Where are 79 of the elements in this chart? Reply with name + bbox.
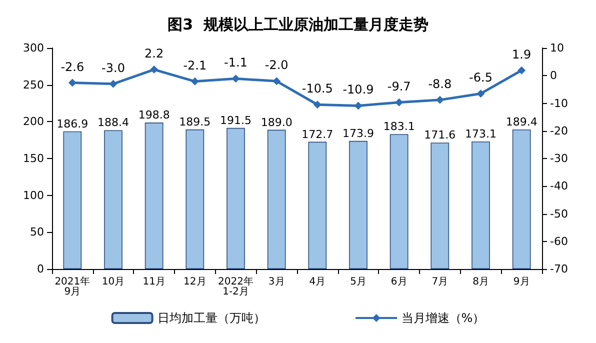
- data-label: 191.5: [220, 114, 252, 127]
- bar: [472, 141, 490, 269]
- bar: [104, 130, 122, 269]
- data-label: 189.4: [506, 115, 538, 128]
- point: [272, 77, 281, 86]
- y2-tick-label: -20: [550, 124, 568, 138]
- y2-tick-label: -40: [550, 180, 568, 193]
- point: [354, 102, 362, 110]
- data-label: -2.0: [264, 58, 288, 72]
- bar: [63, 131, 82, 269]
- point: [518, 66, 526, 74]
- bar: [186, 129, 204, 269]
- data-label: -3.0: [102, 60, 125, 75]
- legend-label: 日均加工量（万吨）: [157, 311, 266, 325]
- point: [68, 78, 76, 87]
- point: [476, 90, 485, 98]
- bar: [308, 142, 327, 269]
- x-tick-label: 12月: [184, 276, 206, 288]
- bar: [267, 130, 286, 269]
- x-tick-label: 6月: [390, 276, 408, 288]
- data-label: 189.0: [260, 116, 292, 129]
- y-tick-label: 0: [37, 262, 44, 276]
- data-label: 183.1: [383, 120, 415, 134]
- bar: [349, 140, 368, 269]
- data-label: 186.9: [56, 117, 88, 130]
- data-label: -10.9: [342, 82, 374, 97]
- x-tick-label: 8月: [472, 276, 489, 288]
- x-tick-label: 2021年 9月: [54, 276, 90, 298]
- x-tick-label: 4月: [309, 276, 326, 288]
- y2-tick-label: -10: [550, 96, 568, 110]
- point: [150, 66, 158, 74]
- chart-title: 图3 规模以上工业原油加工量月度走势: [168, 16, 428, 34]
- data-label: 172.7: [302, 128, 334, 141]
- data-label: -10.5: [302, 82, 333, 96]
- point: [232, 74, 240, 83]
- data-label: 188.4: [98, 116, 129, 130]
- data-label: -2.1: [183, 58, 207, 72]
- y-tick-label: 250: [23, 78, 44, 92]
- point: [313, 100, 322, 109]
- point: [109, 80, 118, 88]
- y2-tick-label: -60: [550, 234, 568, 248]
- bar: [226, 128, 245, 269]
- x-tick-label: 10月: [102, 276, 125, 288]
- bar: [430, 142, 450, 269]
- x-tick-label: 3月: [268, 276, 285, 288]
- data-label: 173.1: [465, 127, 496, 140]
- bar: [512, 129, 531, 269]
- y-tick-label: 150: [23, 152, 44, 165]
- data-label: 198.8: [138, 108, 170, 122]
- x-tick-label: 2022年 1-2月: [218, 276, 254, 298]
- x-tick-label: 7月: [432, 276, 448, 288]
- x-tick-label: 9月: [513, 276, 530, 288]
- y-tick-label: 200: [23, 115, 44, 128]
- y2-tick-label: 0: [550, 69, 557, 82]
- x-tick-label: 11月: [142, 276, 166, 288]
- data-label: -2.6: [60, 60, 84, 74]
- data-label: -6.5: [469, 70, 492, 85]
- y2-tick-label: -70: [550, 262, 568, 276]
- data-label: -1.1: [224, 56, 248, 70]
- y-tick-label: 300: [23, 42, 44, 54]
- point: [436, 96, 444, 104]
- point: [395, 98, 404, 106]
- legend-label: 当月增速（%）: [401, 311, 485, 325]
- y2-tick-label: -50: [550, 207, 568, 220]
- data-label: -9.7: [387, 79, 411, 94]
- data-label: 189.5: [179, 115, 211, 128]
- y2-tick-label: -30: [550, 152, 568, 165]
- y-tick-label: 50: [30, 226, 44, 239]
- x-tick-label: 5月: [350, 276, 366, 288]
- point: [190, 77, 199, 86]
- y-tick-label: 100: [23, 188, 44, 202]
- bar: [144, 122, 164, 269]
- data-label: 173.9: [342, 126, 374, 140]
- data-label: 171.6: [424, 128, 456, 142]
- data-label: -8.8: [428, 76, 452, 91]
- bar: [390, 134, 408, 269]
- data-label: 1.9: [512, 47, 532, 62]
- y2-tick-label: 10: [550, 42, 564, 54]
- data-label: 2.2: [144, 46, 164, 61]
